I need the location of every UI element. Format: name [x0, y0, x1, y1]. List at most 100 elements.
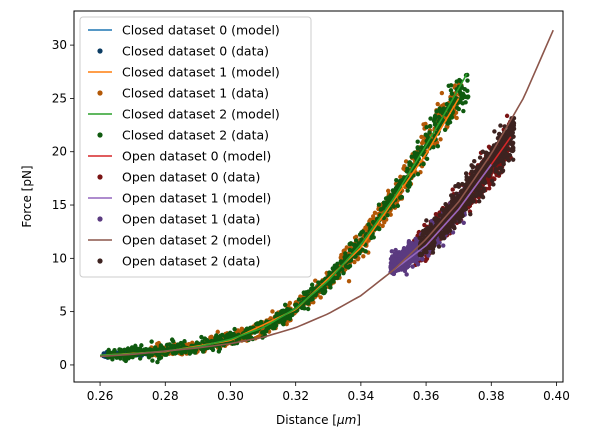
data-point [459, 93, 464, 99]
data-point [445, 121, 451, 126]
data-point [369, 235, 374, 241]
data-point [268, 324, 274, 330]
data-point [346, 278, 352, 284]
data-point [353, 238, 359, 243]
data-point [280, 320, 285, 326]
data-point [439, 90, 445, 96]
data-point [305, 306, 311, 312]
data-point [344, 245, 349, 250]
data-point [137, 356, 143, 361]
data-point [436, 114, 442, 120]
data-point [281, 309, 287, 315]
data-point [199, 334, 204, 340]
data-point [407, 160, 412, 165]
data-point [477, 155, 483, 160]
data-point [133, 343, 138, 349]
data-point [187, 351, 192, 356]
data-point [228, 330, 233, 335]
data-point [413, 259, 419, 264]
data-point [437, 212, 443, 218]
data-point [386, 188, 391, 194]
data-point [435, 101, 440, 107]
data-point [351, 242, 356, 248]
data-point [450, 187, 455, 192]
data-point [409, 154, 414, 159]
data-point [410, 264, 415, 269]
data-point [341, 270, 346, 276]
data-point [347, 241, 352, 247]
data-point [226, 334, 231, 340]
data-point [421, 230, 426, 235]
data-point [371, 214, 376, 219]
data-point [302, 291, 307, 297]
data-point [442, 127, 448, 132]
data-point [355, 256, 361, 262]
data-point [432, 113, 438, 119]
data-point [202, 336, 208, 341]
data-point [398, 266, 404, 271]
data-point [255, 321, 260, 326]
data-point [354, 234, 359, 240]
data-point [192, 350, 198, 355]
data-point [232, 326, 237, 332]
data-point [287, 316, 293, 321]
data-point [112, 347, 117, 353]
data-point [438, 109, 443, 114]
data-point [284, 321, 289, 327]
data-point [415, 139, 420, 144]
data-point [399, 195, 404, 200]
data-point [327, 281, 333, 286]
data-point [394, 177, 399, 183]
data-point [407, 180, 412, 185]
data-point [462, 86, 468, 92]
data-point [210, 347, 216, 353]
data-point [378, 207, 384, 212]
data-point [465, 78, 470, 83]
data-point [194, 340, 200, 345]
data-point [282, 302, 288, 308]
data-point [352, 259, 357, 265]
data-point [209, 334, 214, 340]
data-point [264, 329, 269, 334]
data-point [441, 243, 446, 248]
data-point [217, 346, 223, 352]
data-point [316, 280, 321, 285]
data-point [149, 339, 154, 344]
data-point [469, 163, 474, 168]
data-point [424, 156, 430, 162]
data-point [431, 145, 436, 150]
data-point [427, 130, 432, 135]
data-point [402, 268, 408, 274]
data-point [270, 309, 275, 314]
data-point [376, 202, 382, 207]
data-point [339, 252, 344, 258]
data-point [435, 144, 441, 149]
data-point [385, 212, 390, 218]
data-point [155, 341, 160, 347]
data-point [296, 297, 302, 302]
data-point [380, 223, 385, 229]
data-point [455, 105, 460, 111]
data-point [428, 116, 433, 121]
data-point [438, 137, 443, 142]
data-point [220, 332, 225, 338]
data-point [419, 134, 424, 140]
data-point [408, 258, 414, 263]
data-point [346, 265, 351, 270]
data-point [463, 171, 469, 176]
data-point [504, 113, 510, 119]
data-point [360, 229, 365, 234]
data-point [461, 220, 466, 225]
data-point [276, 312, 281, 317]
data-point [332, 275, 338, 281]
data-point [392, 251, 398, 257]
data-point [454, 115, 459, 121]
data-point [139, 343, 144, 348]
data-point [167, 342, 172, 347]
data-point [424, 125, 429, 130]
data-point [158, 355, 164, 360]
data-point [420, 257, 425, 262]
data-point [169, 337, 175, 342]
data-point [372, 210, 378, 216]
